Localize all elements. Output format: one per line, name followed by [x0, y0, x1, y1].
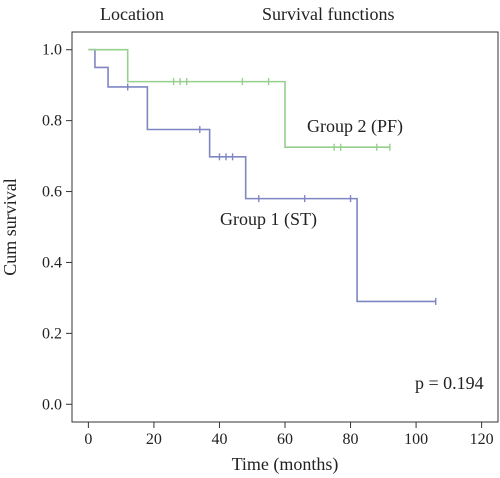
- y-tick-label: 0.6: [42, 184, 62, 201]
- series-line-group-1-st: [88, 48, 436, 303]
- y-tick-label: 0.0: [42, 396, 62, 413]
- x-tick-label: 80: [343, 431, 359, 448]
- series-line-group-2-pf: [88, 48, 390, 149]
- p-value-annotation: p = 0.194: [415, 373, 484, 393]
- series-label-group-2: Group 2 (PF): [307, 116, 403, 137]
- x-tick-label: 60: [277, 431, 293, 448]
- chart-title: Survival functions: [262, 4, 395, 24]
- x-tick-label: 100: [404, 431, 428, 448]
- x-tick-label: 20: [146, 431, 162, 448]
- x-axis: 0 20 40 60 80 100 120: [84, 422, 494, 448]
- y-tick-label: 0.8: [42, 113, 62, 130]
- x-tick-label: 0: [84, 431, 92, 448]
- x-tick-label: 120: [470, 431, 494, 448]
- series-label-group-1: Group 1 (ST): [220, 209, 317, 230]
- y-axis: 0.0 0.2 0.4 0.6 0.8 1.0: [42, 42, 72, 413]
- y-tick-label: 0.4: [42, 254, 62, 271]
- series-layer: [88, 48, 437, 305]
- y-axis-title: Cum survival: [0, 178, 20, 276]
- x-tick-label: 40: [211, 431, 227, 448]
- header-left: Location: [100, 4, 164, 24]
- y-tick-label: 1.0: [42, 42, 62, 59]
- y-tick-label: 0.2: [42, 325, 62, 342]
- x-axis-title: Time (months): [232, 454, 339, 475]
